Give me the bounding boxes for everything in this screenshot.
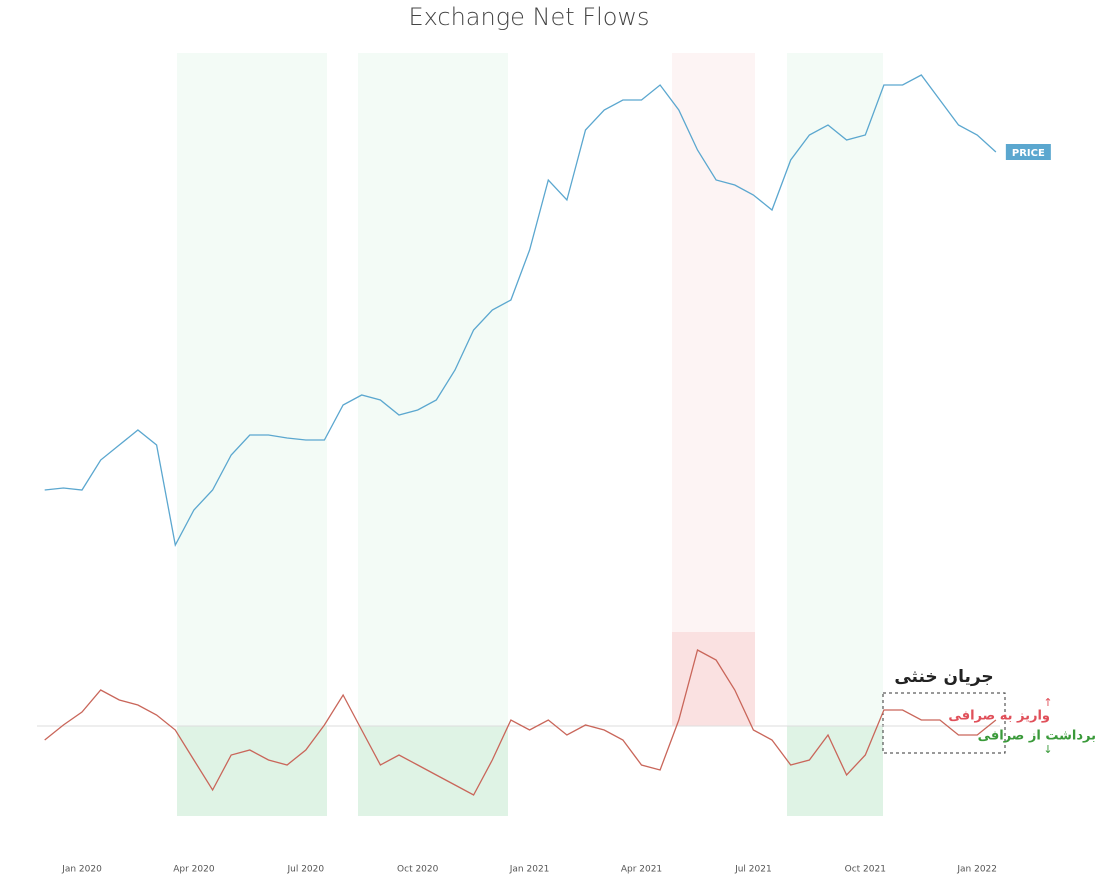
neutral-box <box>882 692 1006 754</box>
x-tick-label: Jan 2022 <box>956 865 997 875</box>
neutral-label: جریان خنثی <box>894 667 993 687</box>
down-arrow: ↓ <box>1043 743 1052 756</box>
series-line <box>44 74 997 547</box>
x-tick-label: Apr 2021 <box>621 865 662 875</box>
green-band <box>358 53 508 816</box>
x-tick-label: Oct 2020 <box>397 865 439 875</box>
x-tick-label: Jan 2021 <box>509 865 550 875</box>
x-tick-label: Apr 2020 <box>173 865 215 875</box>
x-tick-label: Jul 2020 <box>286 865 324 875</box>
withdraw-label: برداشت از صرافی <box>978 729 1096 744</box>
x-tick-label: Jul 2021 <box>734 865 772 875</box>
deposit-label: واریز به صرافی <box>948 709 1050 724</box>
series-line <box>44 649 997 796</box>
regions <box>177 53 883 816</box>
x-tick-label: Oct 2021 <box>845 865 886 875</box>
x-tick-label: Jan 2020 <box>61 865 102 875</box>
legend-tag <box>1005 144 1051 160</box>
green-band <box>787 53 883 816</box>
chart-title: Exchange Net Flows <box>408 3 649 31</box>
legend-label: PRICE <box>1012 148 1045 159</box>
red-fill <box>672 632 755 726</box>
green-fill <box>358 726 508 816</box>
green-fill <box>177 726 327 816</box>
up-arrow: ↑ <box>1043 696 1052 709</box>
green-fill <box>787 726 883 816</box>
red-band <box>672 53 755 726</box>
